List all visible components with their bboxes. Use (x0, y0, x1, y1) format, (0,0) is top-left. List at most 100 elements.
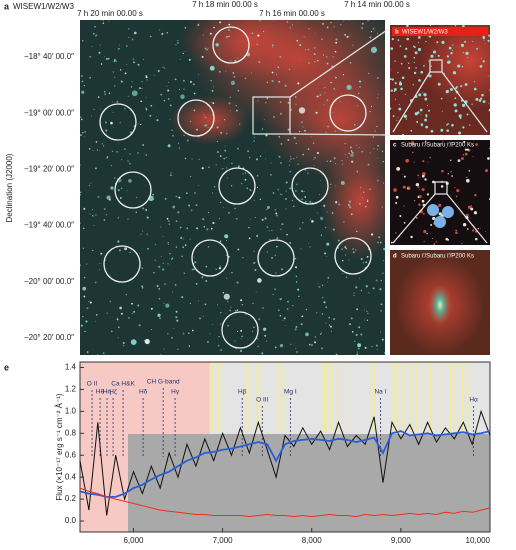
star (321, 313, 324, 315)
line-label: Hδ (139, 389, 148, 396)
star (341, 259, 344, 262)
star (237, 89, 240, 92)
star (158, 265, 161, 268)
star (228, 102, 231, 105)
star (270, 162, 272, 164)
star (155, 116, 157, 118)
star (82, 247, 85, 250)
star (242, 173, 244, 175)
star (83, 276, 86, 279)
star (454, 187, 456, 189)
star (376, 97, 378, 99)
panel-label: b (395, 30, 399, 36)
star (373, 148, 375, 150)
star (115, 60, 118, 63)
panel-title: Subaru i′/Subaru i′/P200 Ks (401, 254, 474, 260)
star (357, 351, 359, 353)
star (346, 35, 349, 38)
star (390, 78, 392, 81)
star (114, 76, 116, 79)
nebula (320, 140, 385, 260)
star (341, 248, 343, 251)
star (169, 118, 171, 120)
star (118, 249, 121, 252)
star (334, 50, 337, 53)
star (202, 315, 204, 317)
star (280, 297, 283, 300)
star (167, 242, 169, 244)
star (295, 183, 298, 186)
star (313, 46, 316, 49)
star (119, 122, 121, 124)
star (117, 189, 120, 192)
star (154, 259, 156, 262)
star (227, 28, 231, 32)
star (318, 285, 321, 288)
star (131, 81, 133, 83)
star (348, 323, 352, 326)
star (88, 148, 91, 150)
star (129, 251, 131, 254)
star (119, 197, 122, 199)
star (304, 200, 307, 203)
field-circles (99, 26, 372, 349)
star (372, 287, 375, 290)
star (141, 80, 143, 83)
star (207, 341, 209, 343)
field-circle (177, 99, 215, 137)
star (474, 237, 478, 241)
star (311, 136, 313, 138)
star (232, 71, 235, 74)
star (454, 25, 457, 27)
star (227, 324, 230, 327)
star (219, 21, 222, 24)
star (101, 143, 103, 145)
star (321, 296, 324, 299)
star (377, 241, 379, 244)
star (432, 216, 436, 221)
star (325, 55, 328, 58)
star (293, 158, 295, 160)
star (169, 253, 171, 255)
star (433, 50, 437, 54)
star (117, 240, 120, 243)
star (275, 212, 278, 215)
star (370, 30, 373, 33)
star (331, 65, 334, 68)
star (379, 241, 382, 244)
star (182, 79, 185, 82)
star (92, 150, 94, 152)
star (219, 265, 221, 267)
star (463, 140, 466, 143)
star (413, 71, 417, 75)
star (129, 153, 131, 155)
panel-label: c (393, 143, 397, 149)
star (364, 346, 367, 349)
star (216, 141, 218, 143)
star (362, 191, 365, 193)
star (415, 183, 420, 187)
star (120, 312, 123, 315)
star (278, 136, 281, 138)
star (161, 32, 164, 35)
star (128, 162, 131, 165)
star (376, 348, 378, 350)
star (240, 299, 243, 302)
star (377, 157, 379, 159)
star (137, 304, 140, 307)
star (416, 217, 418, 219)
star (315, 111, 318, 114)
star (186, 227, 188, 229)
x-tick-label: 8,000 (302, 536, 323, 545)
star (116, 318, 119, 321)
star (287, 139, 290, 141)
star (97, 195, 100, 198)
star (441, 169, 444, 173)
star (195, 283, 198, 285)
star (350, 146, 352, 149)
star (335, 41, 338, 44)
star (488, 103, 490, 105)
star (163, 67, 166, 69)
star (106, 195, 111, 200)
star (427, 204, 439, 216)
